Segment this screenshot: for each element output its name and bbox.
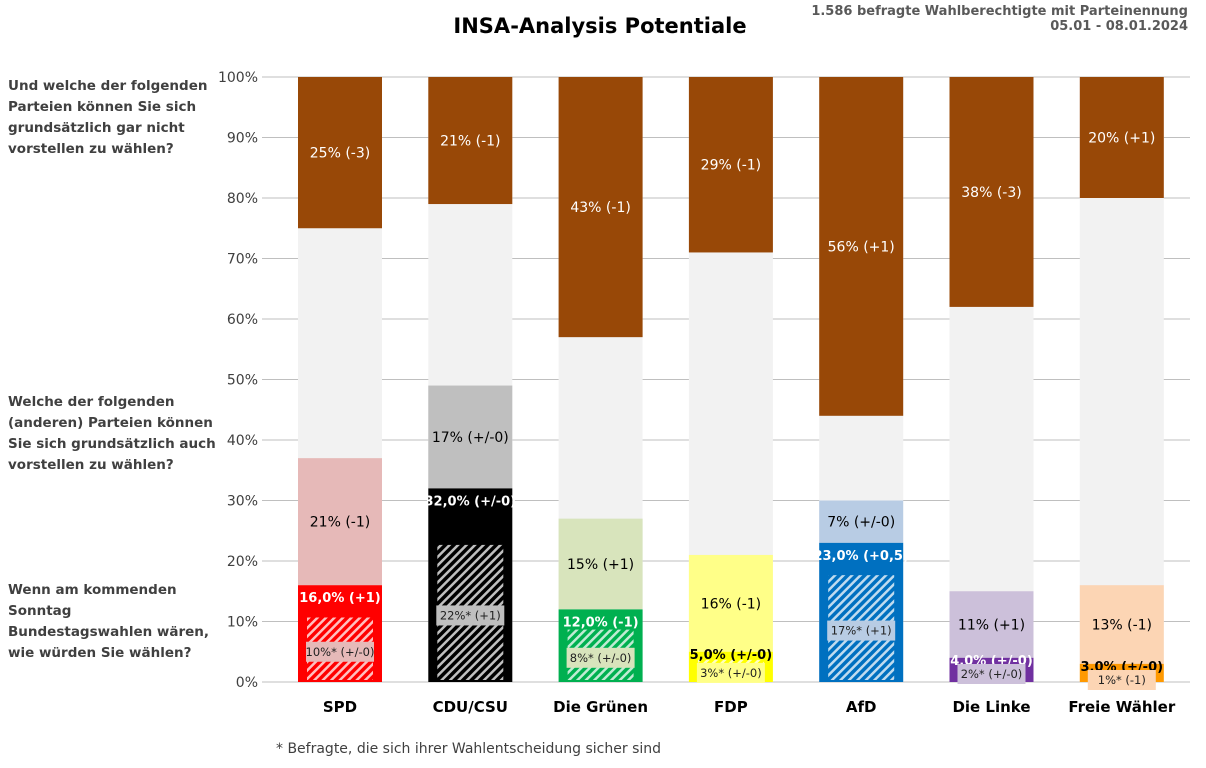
potential-bar [819,500,904,543]
chart-title: INSA-Analysis Potentiale [453,14,747,38]
reject-label: 38% (-3) [961,185,1021,201]
potential-label: 17% (+/-0) [432,430,509,446]
potential-bar [428,385,513,489]
sure-label-bg [957,664,1026,684]
sure-label-bg [566,647,635,668]
potential-label: 16% (-1) [701,596,761,612]
y-tick-label: 20% [227,554,258,570]
reject-label: 25% (-3) [310,146,370,162]
sure-label-bg [696,662,765,683]
date-range: 05.01 - 08.01.2024 [1050,19,1188,34]
survey-meta: 1.586 befragte Wahlberechtigte mit Parte… [811,4,1188,34]
reject-label: 29% (-1) [701,158,761,174]
reject-label: 21% (-1) [440,134,500,150]
potential-bar [558,518,643,610]
x-tick-label: CDU/CSU [433,698,508,716]
x-tick-label: Freie Wähler [1068,698,1176,716]
potential-bar [298,458,382,586]
sure-voters-label: 8%* (+/-0) [570,651,632,665]
vote-label: 5,0% (+/-0) [690,648,773,663]
y-tick-label: 80% [227,191,258,207]
x-tick-label: AfD [846,698,877,716]
y-tick-label: 0% [236,675,258,691]
reject-label: 43% (-1) [570,200,630,216]
sure-voters-label: 1%* (-1) [1098,673,1146,687]
potential-bar [949,591,1034,658]
potential-label: 15% (+1) [567,557,634,573]
x-tick-label: FDP [714,698,748,716]
y-tick-label: 50% [227,373,258,389]
sure-voters-label: 17%* (+1) [831,624,892,638]
potential-label: 21% (-1) [310,515,370,531]
question-reject: Und welche der folgenden Parteien können… [8,78,208,157]
question-vote: Wenn am kommenden Sonntag Bundestagswahl… [8,582,210,661]
sure-label-bg [306,641,374,662]
reject-bar [688,77,773,253]
x-tick-label: Die Grünen [553,698,648,716]
sure-label-bg [1087,670,1156,690]
potential-bar [688,554,773,652]
sure-voters-label: 3%* (+/-0) [700,666,762,680]
sure-label-bg [436,605,505,626]
reject-label: 56% (+1) [828,239,895,255]
reject-bar [428,77,513,205]
reject-bar [298,77,382,229]
y-tick-label: 60% [227,312,258,328]
y-tick-label: 30% [227,494,258,510]
reject-bar [819,77,904,416]
vote-label: 12,0% (-1) [563,615,639,630]
footnote: * Befragte, die sich ihrer Wahlentscheid… [276,741,662,757]
reject-bar [1079,77,1164,198]
y-tick-label: 10% [227,615,258,631]
sure-voters-label: 22%* (+1) [440,608,501,622]
potential-label: 7% (+/-0) [827,515,895,531]
reject-label: 20% (+1) [1088,131,1155,147]
x-tick-label: Die Linke [952,698,1030,716]
potential-label: 13% (-1) [1092,618,1152,634]
y-tick-label: 40% [227,433,258,449]
sample-size: 1.586 befragte Wahlberechtigte mit Parte… [811,4,1188,19]
reject-bar [949,77,1034,307]
sure-voters-label: 2%* (+/-0) [961,667,1023,681]
sure-label-bg [827,620,896,641]
x-tick-label: SPD [323,698,357,716]
sure-voters-label: 10%* (+/-0) [306,645,375,659]
reject-bar [558,77,643,338]
question-potential: Welche der folgenden (anderen) Parteien … [8,394,216,473]
y-tick-label: 90% [227,131,258,147]
vote-label: 23,0% (+0,5) [813,549,908,564]
potential-bar [1079,585,1164,664]
vote-label: 32,0% (+/-0) [425,494,517,509]
vote-label: 16,0% (+1) [299,591,380,606]
potential-label: 11% (+1) [958,618,1025,634]
y-tick-label: 100% [218,70,258,86]
y-tick-label: 70% [227,252,258,268]
